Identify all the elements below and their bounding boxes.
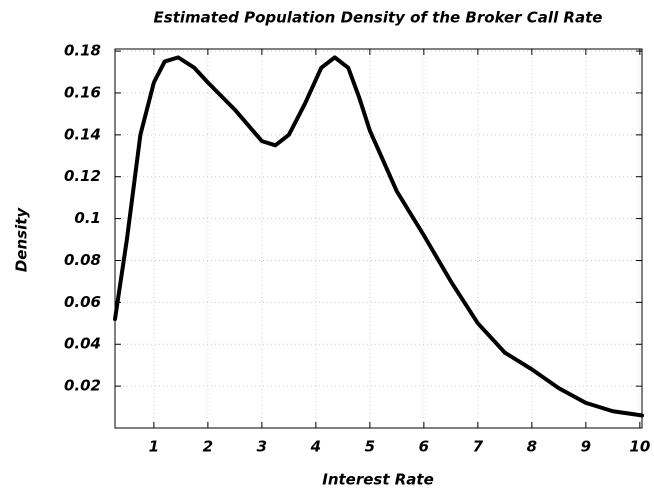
- x-tick-label: 4: [310, 438, 321, 456]
- x-tick-label: 9: [581, 438, 591, 456]
- x-tick-label: 3: [257, 438, 267, 456]
- x-tick-label: 5: [365, 438, 375, 456]
- y-tick-label: 0.12: [64, 167, 101, 185]
- x-tick-label: 7: [473, 438, 484, 456]
- y-tick-label: 0.16: [64, 83, 101, 101]
- x-tick-label: 2: [203, 438, 213, 456]
- density-line: [113, 55, 644, 418]
- y-tick-label: 0.08: [64, 251, 101, 269]
- y-tick-label: 0.18: [64, 42, 101, 60]
- x-tick-label: 8: [527, 438, 537, 456]
- plot-frame: [114, 48, 643, 429]
- y-tick-label: 0.04: [64, 335, 101, 353]
- x-tick-label: 1: [149, 438, 159, 456]
- x-tick-label: 6: [419, 438, 429, 456]
- x-tick-label: 10: [629, 438, 650, 456]
- y-axis-label: Density: [13, 207, 31, 273]
- y-tick-label: 0.06: [64, 293, 101, 311]
- y-tick-label: 0.1: [74, 209, 101, 227]
- chart-title: Estimated Population Density of the Brok…: [154, 9, 603, 27]
- y-tick-label: 0.14: [64, 125, 101, 143]
- x-axis-label: Interest Rate: [322, 471, 434, 489]
- y-tick-label: 0.02: [64, 377, 101, 395]
